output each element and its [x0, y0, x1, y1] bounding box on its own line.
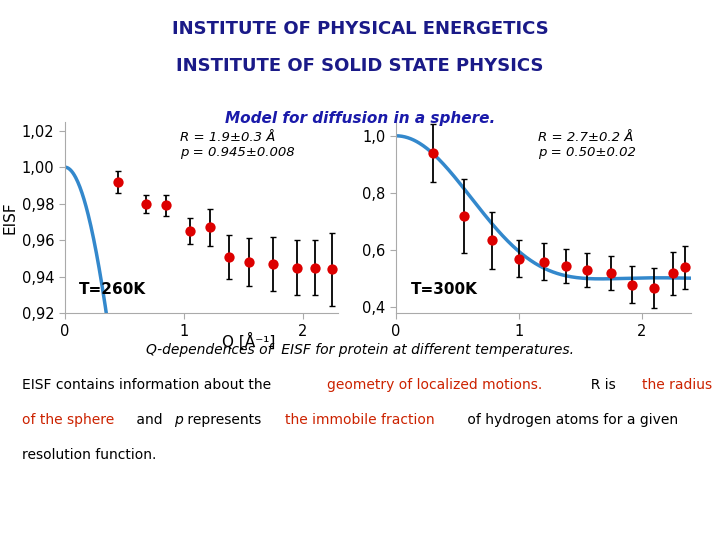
- Point: [560, 262, 572, 271]
- Point: [184, 227, 195, 235]
- Point: [309, 263, 320, 272]
- Point: [486, 236, 498, 245]
- Text: T=300K: T=300K: [411, 282, 477, 297]
- Text: represents: represents: [183, 413, 266, 427]
- Point: [112, 178, 124, 186]
- Point: [267, 260, 279, 268]
- Text: resolution function.: resolution function.: [22, 448, 156, 462]
- Text: the radius: the radius: [642, 378, 712, 392]
- Point: [327, 265, 338, 274]
- Point: [513, 254, 525, 263]
- Text: the immobile fraction: the immobile fraction: [285, 413, 435, 427]
- Text: Q-dependences of  EISF for protein at different temperatures.: Q-dependences of EISF for protein at dif…: [146, 343, 574, 357]
- Text: INSTITUTE OF PHYSICAL ENERGETICS: INSTITUTE OF PHYSICAL ENERGETICS: [171, 21, 549, 38]
- Text: Q [Å⁻¹]: Q [Å⁻¹]: [222, 332, 275, 349]
- Text: p: p: [174, 413, 184, 427]
- Text: T=260K: T=260K: [78, 282, 145, 297]
- Text: INSTITUTE OF SOLID STATE PHYSICS: INSTITUTE OF SOLID STATE PHYSICS: [176, 57, 544, 75]
- Point: [243, 258, 255, 266]
- Text: R = 1.9±0.3 Å
p = 0.945±0.008: R = 1.9±0.3 Å p = 0.945±0.008: [180, 131, 294, 159]
- Point: [140, 199, 151, 208]
- Point: [458, 212, 469, 220]
- Text: geometry of localized motions.: geometry of localized motions.: [328, 378, 543, 392]
- Point: [427, 148, 438, 157]
- Point: [581, 266, 593, 275]
- Point: [204, 223, 216, 232]
- Point: [538, 258, 549, 266]
- Text: and: and: [132, 413, 167, 427]
- Point: [649, 284, 660, 292]
- Text: EISF contains information about the: EISF contains information about the: [22, 378, 275, 392]
- Text: of hydrogen atoms for a given: of hydrogen atoms for a given: [464, 413, 678, 427]
- Text: R is: R is: [582, 378, 621, 392]
- Point: [291, 263, 302, 272]
- Point: [606, 269, 617, 278]
- Point: [626, 280, 638, 289]
- Point: [679, 263, 690, 272]
- Point: [160, 201, 171, 210]
- Point: [223, 252, 235, 261]
- Text: of the sphere: of the sphere: [22, 413, 114, 427]
- Y-axis label: EISF: EISF: [3, 201, 17, 234]
- Text: EISF contains information about the geometry of localized motions.: EISF contains information about the geom…: [22, 378, 490, 392]
- Text: R = 2.7±0.2 Å
p = 0.50±0.02: R = 2.7±0.2 Å p = 0.50±0.02: [538, 131, 636, 159]
- Text: Model for diffusion in a sphere.: Model for diffusion in a sphere.: [225, 111, 495, 126]
- Point: [667, 269, 678, 278]
